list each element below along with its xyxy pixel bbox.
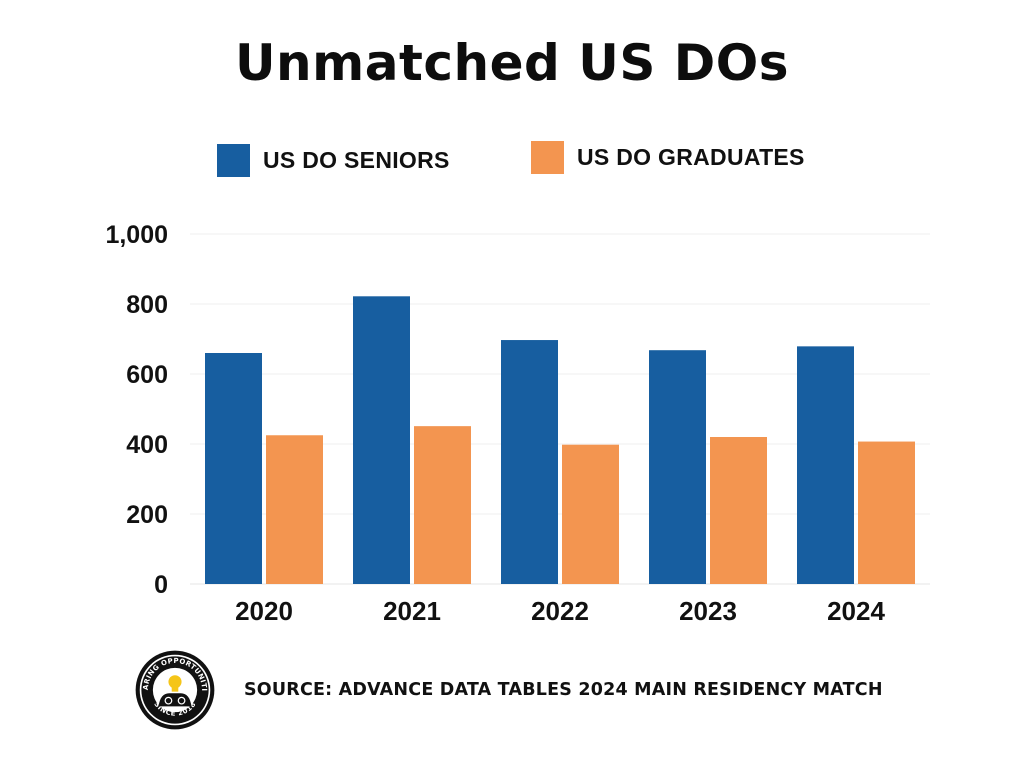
sharing-opportunities-logo: SHARING OPPORTUNITIES SINCE 2018 (134, 649, 215, 730)
x-tick-label: 2023 (679, 596, 737, 626)
y-tick-label: 400 (126, 431, 168, 459)
x-tick-label: 2022 (531, 596, 589, 626)
bar-graduates-2020 (266, 435, 323, 584)
bar-seniors-2023 (649, 350, 706, 584)
y-tick-label: 600 (126, 361, 168, 389)
y-tick-label: 200 (126, 501, 168, 529)
y-tick-label: 800 (126, 291, 168, 319)
x-tick-label: 2021 (383, 596, 441, 626)
bar-graduates-2024 (858, 441, 915, 584)
person-icon (158, 693, 192, 707)
bars (205, 296, 915, 584)
legend-swatch-seniors (217, 144, 250, 177)
y-axis: 0 200 400 600 800 1,000 (105, 221, 168, 599)
x-tick-label: 2020 (235, 596, 293, 626)
source-note: SOURCE: ADVANCE DATA TABLES 2024 MAIN RE… (244, 680, 883, 700)
legend-item-graduates: US DO GRADUATES (531, 141, 805, 174)
legend-swatch-graduates (531, 141, 564, 174)
y-tick-label: 1,000 (105, 221, 168, 249)
chart-title: Unmatched US DOs (234, 34, 790, 92)
legend-label-seniors: US DO SENIORS (263, 147, 450, 173)
legend-label-graduates: US DO GRADUATES (577, 144, 805, 170)
y-tick-label: 0 (154, 571, 168, 599)
bar-seniors-2021 (353, 296, 410, 584)
bar-seniors-2020 (205, 353, 262, 584)
bar-graduates-2023 (710, 437, 767, 584)
lightbulb-icon (168, 675, 182, 689)
x-axis: 2020 2021 2022 2023 2024 (235, 596, 885, 626)
bar-seniors-2024 (797, 346, 854, 584)
bar-graduates-2021 (414, 426, 471, 584)
bar-chart: 0 200 400 600 800 1,000 2020 2021 2022 2023 2024 (105, 221, 930, 626)
x-tick-label: 2024 (827, 596, 885, 626)
bar-seniors-2022 (501, 340, 558, 584)
bar-graduates-2022 (562, 444, 619, 584)
legend-item-seniors: US DO SENIORS (217, 144, 450, 177)
